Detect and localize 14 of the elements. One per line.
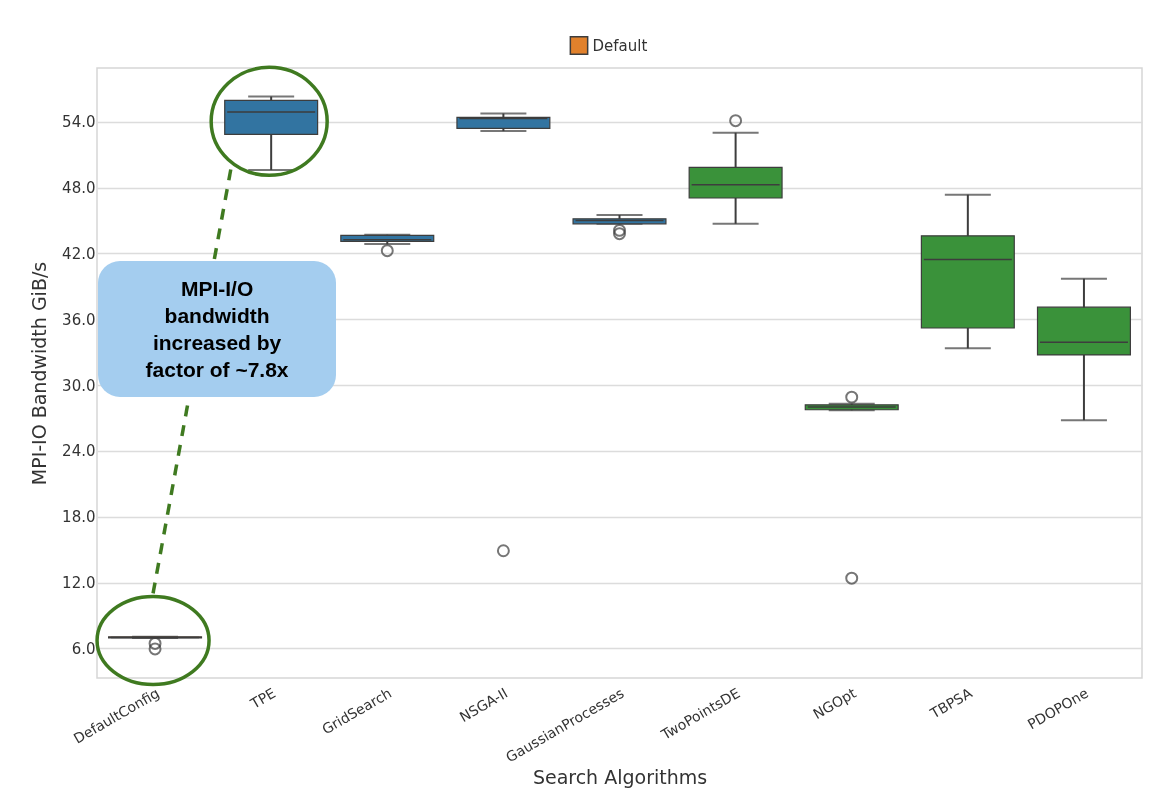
y-tick-label: 6.0 [71, 639, 96, 658]
y-tick-label: 36.0 [62, 310, 96, 329]
x-axis-title: Search Algorithms [532, 766, 708, 789]
x-tick-label: TPE [246, 684, 279, 713]
y-tick-label: 24.0 [62, 442, 96, 461]
y-axis-title: MPI-IO Bandwidth GiB/s [28, 261, 51, 486]
y-tick-label: 30.0 [62, 376, 96, 395]
y-tick-label: 48.0 [62, 179, 96, 198]
callout-box: MPI-I/O bandwidth increased by factor of ~7.8x [98, 261, 337, 398]
y-tick-label: 42.0 [62, 244, 96, 263]
y-tick-label: 18.0 [62, 508, 96, 527]
legend-label: Default [592, 36, 648, 55]
y-tick-label: 12.0 [62, 574, 96, 593]
y-tick-label: 54.0 [62, 113, 96, 132]
